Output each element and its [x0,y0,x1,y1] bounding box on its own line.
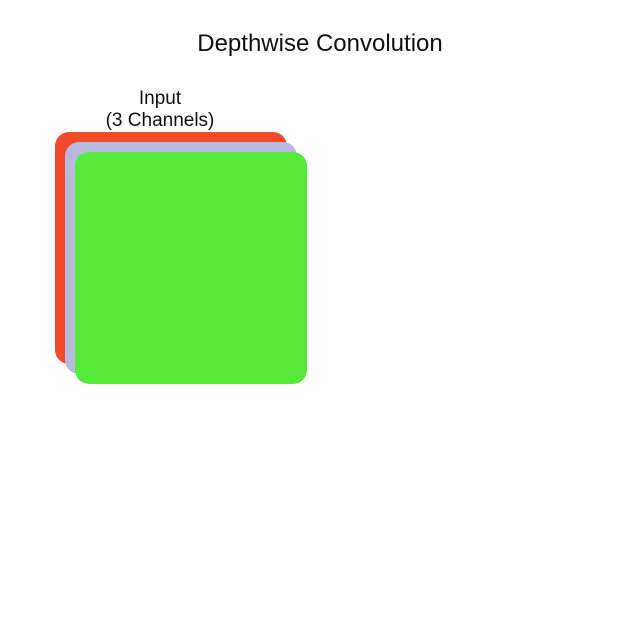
input-label-line2: (3 Channels) [106,110,215,131]
channel-layer-front [75,152,307,384]
diagram-title: Depthwise Convolution [0,30,640,58]
input-label: Input (3 Channels) [80,88,240,132]
input-label-line1: Input [139,88,181,109]
